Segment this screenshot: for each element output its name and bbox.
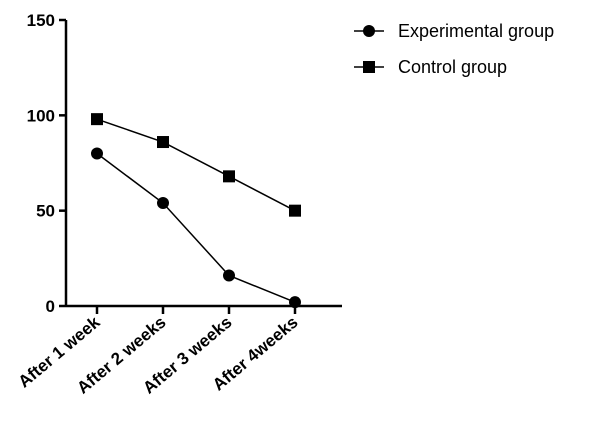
legend-marker-experimental [363,25,375,37]
y-tick-label-50: 50 [36,202,55,221]
legend: Experimental group Control group [354,21,554,77]
point-control-3 [223,170,235,183]
y-tick-label-150: 150 [27,11,55,30]
legend-label-control: Control group [398,57,507,77]
legend-marker-control [363,61,375,73]
y-ticks: 0 50 100 150 [27,11,66,316]
point-experimental-4 [289,296,301,309]
y-tick-label-100: 100 [27,106,55,125]
point-experimental-3 [223,269,235,282]
point-control-1 [91,113,103,126]
series-line-control [96,118,296,212]
point-experimental-1 [91,147,103,160]
y-tick-label-0: 0 [46,297,55,316]
point-control-2 [157,136,169,149]
point-control-4 [289,204,301,217]
series-layer [91,113,301,309]
legend-label-experimental: Experimental group [398,21,554,41]
point-experimental-2 [157,197,169,210]
series-line-experimental [96,152,296,303]
